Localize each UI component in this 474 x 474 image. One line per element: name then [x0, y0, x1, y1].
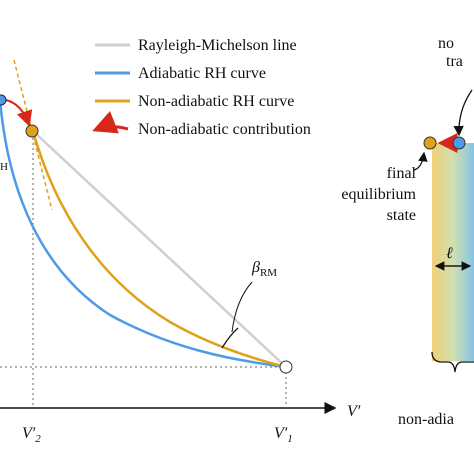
x-label: V′ — [347, 403, 361, 420]
tick-label: V′2 — [22, 425, 41, 445]
angle-arc — [221, 327, 239, 349]
point — [452, 136, 466, 150]
panel-text: state — [387, 207, 416, 224]
brace — [431, 351, 474, 373]
non-adiabatic-curve — [31, 130, 287, 369]
adiabatic-curve — [0, 99, 287, 369]
point — [0, 94, 7, 106]
arrow — [453, 89, 473, 137]
plot: V′ V′2 V′1 H βRM — [0, 59, 361, 445]
rayleigh-line — [32, 130, 287, 368]
point — [423, 136, 437, 150]
panel-text: equilibrium — [341, 186, 416, 203]
arrow — [413, 151, 428, 171]
panel-text: tra — [446, 53, 463, 70]
panel-text: non-adia — [398, 411, 454, 428]
contribution-arrow — [5, 99, 33, 127]
angle-label: βRM — [251, 259, 277, 279]
legend-swatch — [92, 111, 129, 134]
panel: no tra final equilibrium state ℓ non-adi… — [341, 35, 474, 428]
legend-label: Non-adiabatic RH curve — [138, 93, 294, 110]
point — [25, 124, 39, 138]
legend-label: Non-adiabatic contribution — [138, 121, 311, 138]
tick-label: V′1 — [274, 425, 293, 445]
legend: Rayleigh-Michelson line Adiabatic RH cur… — [92, 37, 311, 138]
domain — [432, 143, 474, 361]
panel-text: no — [438, 35, 454, 52]
length-label: ℓ — [446, 245, 453, 262]
legend-label: Rayleigh-Michelson line — [138, 37, 297, 54]
leader — [231, 281, 253, 333]
point — [279, 360, 293, 374]
legend-label: Adiabatic RH curve — [138, 65, 266, 82]
panel-text: final — [387, 165, 417, 182]
angle-label: H — [0, 161, 8, 173]
